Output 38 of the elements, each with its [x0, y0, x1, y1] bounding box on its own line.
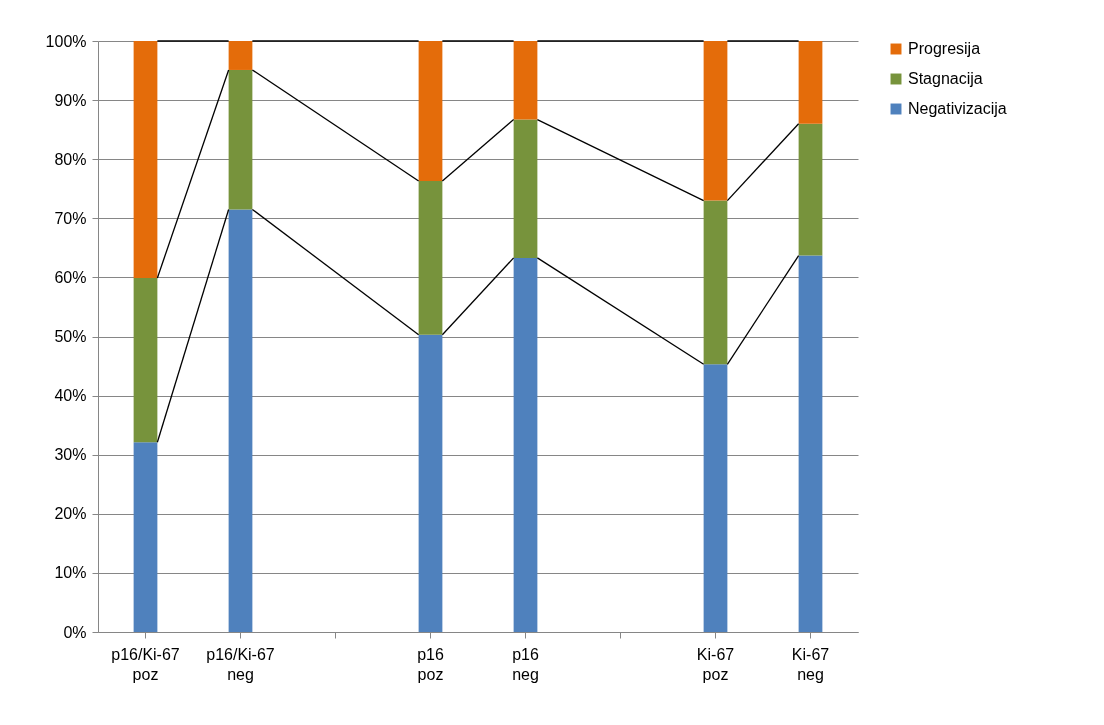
bar — [418, 334, 443, 632]
y-tick-label: 80% — [54, 150, 87, 168]
bar — [703, 364, 728, 632]
x-tick-label: p16 neg — [512, 645, 539, 683]
bar — [703, 200, 728, 365]
bar — [228, 41, 253, 70]
y-tick-label: 60% — [54, 268, 87, 286]
x-tick-label: p16/Ki-67 poz — [111, 645, 180, 683]
bar — [133, 41, 158, 278]
bar — [228, 209, 253, 632]
legend-label: Progresija — [908, 40, 981, 57]
y-tick-label: 50% — [54, 328, 87, 345]
x-tick-label: Ki-67 neg — [791, 645, 830, 683]
bar — [418, 181, 443, 335]
y-tick-label: 0% — [63, 623, 87, 641]
bar — [798, 41, 823, 124]
y-tick-label: 10% — [54, 564, 87, 582]
bar — [513, 41, 538, 120]
bar — [798, 123, 823, 256]
y-tick-label: 20% — [54, 505, 87, 523]
bar — [133, 277, 158, 443]
x-tick-label: p16/Ki-67 neg — [206, 645, 275, 683]
y-tick-label: 40% — [54, 387, 87, 405]
legend-label: Stagnacija — [908, 70, 983, 87]
bar — [418, 41, 443, 182]
legend-label: Negativizacija — [908, 100, 1007, 117]
x-tick-label: p16 poz — [417, 645, 444, 683]
bar — [513, 119, 538, 258]
y-tick-label: 100% — [45, 32, 87, 50]
y-tick-label: 90% — [54, 91, 87, 109]
x-tick-label: Ki-67 poz — [696, 645, 735, 683]
bar — [133, 442, 158, 632]
y-tick-label: 70% — [54, 209, 87, 227]
bar — [228, 69, 253, 210]
bar — [513, 257, 538, 632]
bar — [798, 255, 823, 632]
y-tick-label: 30% — [54, 446, 87, 464]
bar — [703, 41, 728, 201]
